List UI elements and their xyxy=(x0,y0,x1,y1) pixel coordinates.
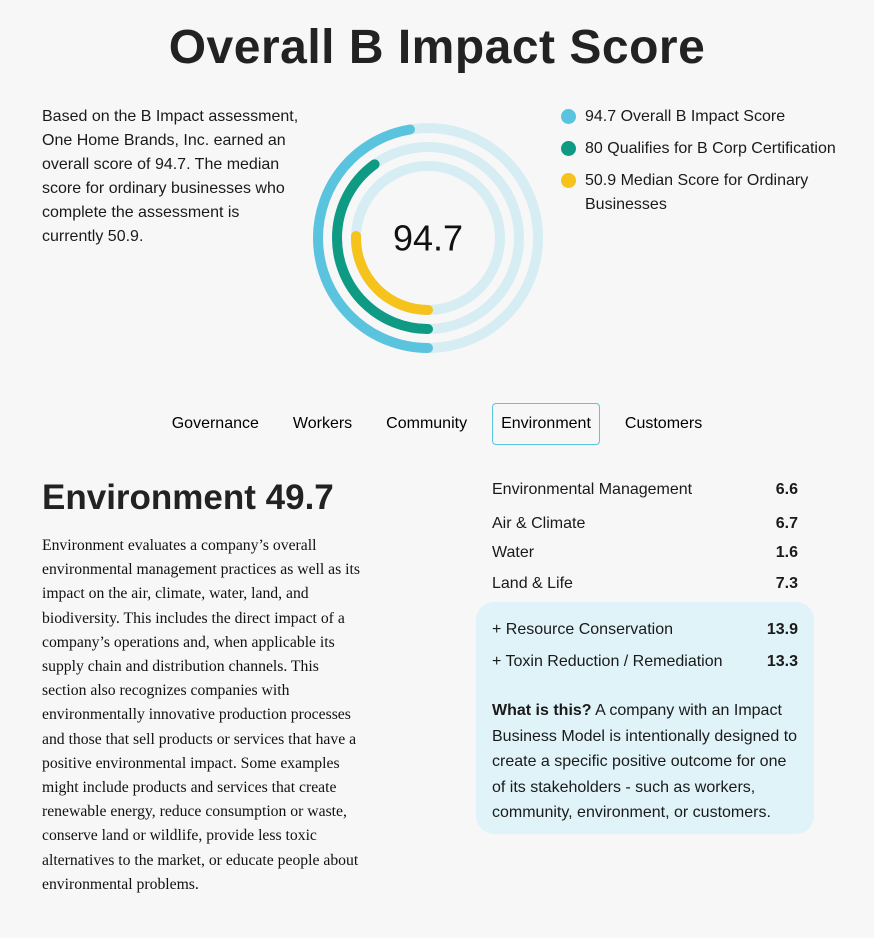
tab-customers[interactable]: Customers xyxy=(616,403,711,445)
score-center-label: 94.7 xyxy=(393,218,463,259)
metric-value: 6.7 xyxy=(775,514,798,530)
metric-row: Air & Climate 6.7 xyxy=(492,510,798,530)
legend-item-qualifies: 80 Qualifies for B Corp Certification xyxy=(561,137,851,161)
legend-label: 50.9 Median Score for Ordinary Businesse… xyxy=(585,172,809,213)
impact-model-row[interactable]: + Toxin Reduction / Remediation 13.3 xyxy=(492,650,798,682)
intro-text: Based on the B Impact assessment, One Ho… xyxy=(42,108,299,245)
legend-label: 94.7 Overall B Impact Score xyxy=(585,108,786,125)
impact-model-value: 13.3 xyxy=(766,652,798,670)
metric-value: 1.6 xyxy=(775,543,798,561)
ring-median-score-arc xyxy=(351,161,505,315)
section-description: Environment evaluates a company’s overal… xyxy=(42,537,360,893)
legend-label: 80 Qualifies for B Corp Certification xyxy=(585,140,836,157)
legend-dot-icon xyxy=(561,141,576,156)
impact-explanation: What is this? A company with an Impact B… xyxy=(492,698,798,826)
impact-model-value: 13.9 xyxy=(766,621,798,638)
metric-label: Air & Climate xyxy=(492,514,586,530)
tab-governance[interactable]: Governance xyxy=(163,403,268,445)
impact-explanation-text: A company with an Impact Business Model … xyxy=(492,702,798,821)
ring-overall-score-arc xyxy=(313,123,543,353)
metric-label: Land & Life xyxy=(492,575,573,592)
score-rings-chart: 94.7 xyxy=(308,118,548,358)
page-title: Overall B Impact Score xyxy=(168,21,706,74)
impact-model-label: + Toxin Reduction / Remediation xyxy=(492,652,723,670)
metric-label: Environmental Management xyxy=(492,481,693,498)
tab-community[interactable]: Community xyxy=(377,403,476,445)
metric-label: Water xyxy=(492,543,535,561)
metric-row: Environmental Management 6.6 xyxy=(492,478,798,510)
tab-environment[interactable]: Environment xyxy=(492,403,600,445)
tab-workers[interactable]: Workers xyxy=(284,403,361,445)
metric-row: Land & Life 7.3 xyxy=(492,572,798,604)
score-legend: 94.7 Overall B Impact Score 80 Qualifies… xyxy=(561,105,851,225)
legend-dot-icon xyxy=(561,109,576,124)
metric-value: 7.3 xyxy=(775,575,798,592)
ring-qualifies-arc xyxy=(332,142,524,334)
metric-row: Water 1.6 xyxy=(492,541,798,573)
impact-model-row[interactable]: + Resource Conservation 13.9 xyxy=(492,618,798,650)
legend-dot-icon xyxy=(561,173,576,188)
legend-item-median: 50.9 Median Score for Ordinary Businesse… xyxy=(561,169,851,217)
category-tabs: Governance Workers Community Environment… xyxy=(0,403,874,445)
impact-explanation-heading: What is this? xyxy=(492,702,592,719)
legend-item-overall: 94.7 Overall B Impact Score xyxy=(561,105,851,129)
metric-value: 6.6 xyxy=(775,481,798,498)
metrics-list[interactable]: Environmental Management 6.6 Air & Clima… xyxy=(492,478,798,604)
impact-business-model-box: + Resource Conservation 13.9 + Toxin Red… xyxy=(476,602,814,834)
section-title: Environment 49.7 xyxy=(42,478,334,517)
impact-model-label: + Resource Conservation xyxy=(492,621,673,638)
